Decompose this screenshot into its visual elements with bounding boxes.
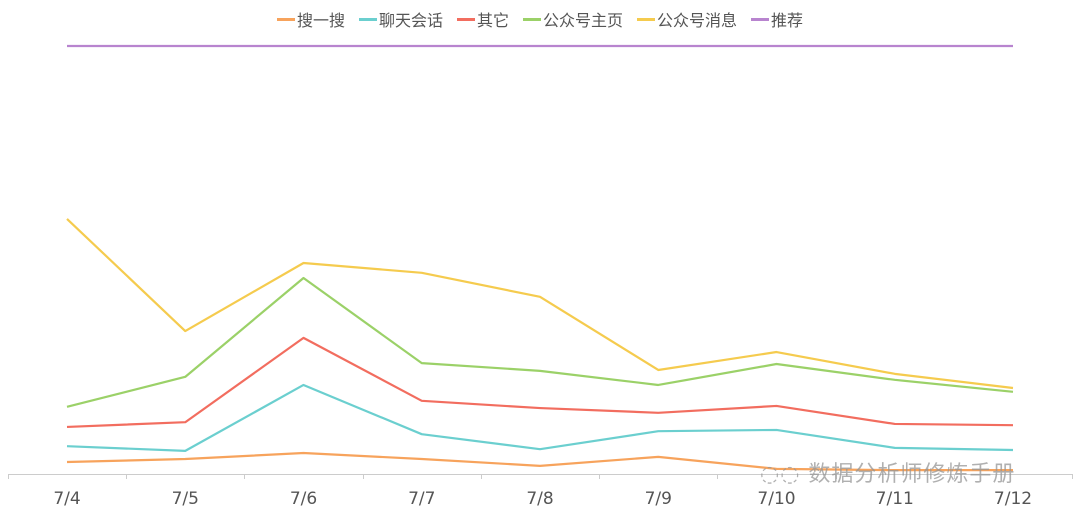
- legend-swatch: [523, 17, 541, 21]
- legend-label: 推荐: [771, 11, 804, 30]
- watermark: ◌◌ 数据分析师修炼手册: [760, 462, 1016, 487]
- legend-label: 公众号消息: [657, 11, 738, 30]
- x-tick-label: 7/4: [53, 489, 80, 509]
- legend-label: 公众号主页: [543, 11, 624, 30]
- legend-item[interactable]: 公众号消息: [637, 7, 737, 31]
- x-tick-label: 7/9: [645, 489, 672, 509]
- x-tick-label: 7/12: [994, 489, 1032, 509]
- legend-item[interactable]: 公众号主页: [523, 7, 623, 31]
- legend-item[interactable]: 聊天会话: [358, 7, 443, 31]
- series-line-搜一搜: [66, 451, 1013, 472]
- x-tick-label: 7/11: [876, 489, 914, 509]
- x-tick-label: 7/6: [290, 489, 317, 509]
- series-line-其它: [66, 336, 1014, 429]
- legend-swatch: [751, 17, 770, 21]
- x-tick-label: 7/5: [172, 489, 199, 509]
- legend-swatch: [456, 17, 475, 21]
- x-tick-label: 7/7: [408, 489, 435, 509]
- series-line-聊天会话: [66, 383, 1014, 452]
- legend-label: 其它: [476, 11, 509, 30]
- legend-item[interactable]: 搜一搜: [276, 7, 345, 31]
- legend: 搜一搜 聊天会话 其它 公众号主页 公众号消息 推荐: [0, 7, 1080, 31]
- wechat-icon: ◌◌: [760, 462, 809, 487]
- x-tick-label: 7/10: [757, 489, 795, 509]
- series-line-公众号主页: [66, 276, 1014, 408]
- legend-item[interactable]: 推荐: [751, 7, 803, 31]
- legend-swatch: [358, 17, 377, 21]
- x-tick-label: 7/8: [526, 489, 553, 509]
- legend-swatch: [637, 17, 656, 21]
- legend-item[interactable]: 其它: [456, 7, 509, 31]
- legend-swatch: [276, 17, 295, 21]
- series-line-公众号消息: [66, 218, 1014, 390]
- legend-label: 聊天会话: [378, 11, 443, 30]
- legend-label: 搜一搜: [296, 11, 345, 30]
